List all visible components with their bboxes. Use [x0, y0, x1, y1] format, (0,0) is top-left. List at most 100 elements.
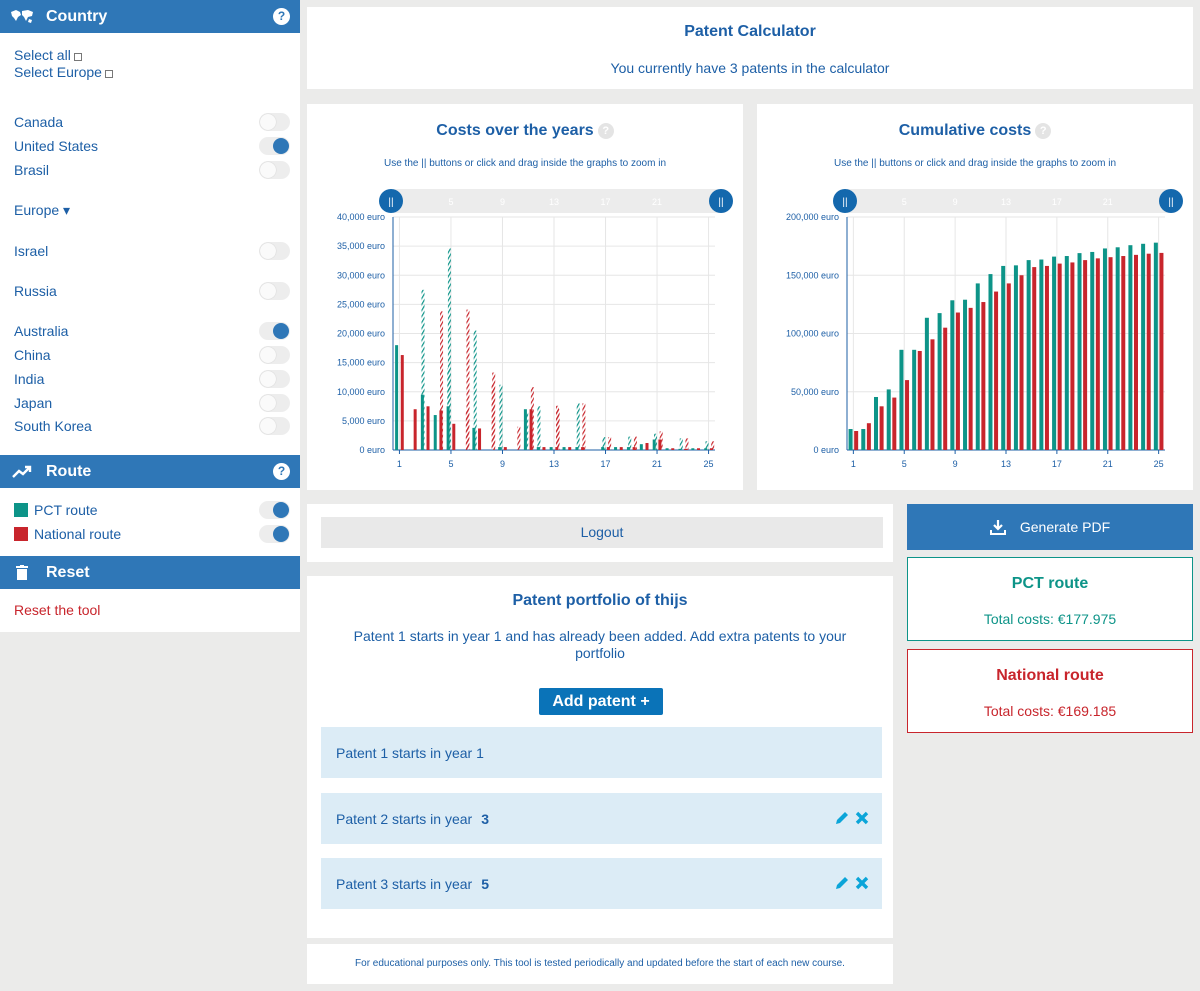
y-tick-label: 20,000 euro — [337, 329, 385, 339]
cumulative-chart[interactable]: 5 9 13 17 21 || || 0 euro 50,000 euro 100,000 eur… — [757, 184, 1193, 484]
country-item-japan[interactable]: Japan — [14, 393, 290, 413]
europe-label: Europe ▾ — [14, 201, 71, 218]
country-item-united-states[interactable]: United States — [14, 136, 290, 156]
generate-pdf-button[interactable]: Generate PDF — [907, 504, 1193, 550]
country-item-israel[interactable]: Israel — [14, 241, 290, 261]
cumulative-help-icon[interactable]: ? — [1035, 122, 1052, 139]
bar — [478, 428, 482, 450]
bar — [653, 433, 657, 450]
bar — [659, 431, 663, 450]
bar — [602, 437, 606, 450]
select-all-row[interactable]: Select all — [14, 45, 290, 65]
x-tick-label: 5 — [902, 459, 907, 469]
zoom-slider-track — [393, 189, 725, 213]
bar — [866, 423, 871, 450]
cumulative-chart-title-row: Cumulative costs? — [757, 122, 1193, 140]
select-all-label: Select all — [14, 47, 71, 63]
select-europe-row[interactable]: Select Europe — [14, 62, 290, 82]
zoom-handle-right-label: || — [1168, 197, 1173, 208]
route-toggle[interactable] — [259, 501, 290, 519]
toggle-knob — [260, 371, 276, 387]
bar — [517, 426, 521, 450]
route-toggle[interactable] — [259, 525, 290, 543]
country-toggle[interactable] — [259, 417, 290, 435]
bar — [943, 327, 948, 450]
slider-tick-label: 5 — [902, 197, 907, 207]
zoom-handle-right-label: || — [718, 197, 723, 208]
bar — [1108, 257, 1113, 450]
route-item-national[interactable]: National route — [14, 524, 290, 544]
country-item-china[interactable]: China — [14, 345, 290, 365]
country-item-india[interactable]: India — [14, 369, 290, 389]
close-icon[interactable] — [854, 810, 870, 829]
x-tick-label: 13 — [549, 459, 559, 469]
country-label: Russia — [14, 283, 57, 299]
country-toggle[interactable] — [259, 161, 290, 179]
country-header-label: Country — [46, 7, 108, 25]
country-item-south-korea[interactable]: South Korea — [14, 416, 290, 436]
y-tick-label: 50,000 euro — [791, 387, 839, 397]
country-toggle[interactable] — [259, 242, 290, 260]
toggle-knob — [260, 243, 276, 259]
logout-button[interactable]: Logout — [321, 517, 883, 548]
country-toggle[interactable] — [259, 137, 290, 155]
patent-label: Patent 1 starts in year 1 — [336, 744, 484, 761]
zoom-handle-right — [1159, 189, 1183, 213]
route-help-icon[interactable]: ? — [273, 463, 290, 480]
sidebar: Country ? Select all Select Europe Canad… — [0, 0, 300, 632]
bar — [930, 339, 935, 450]
reset-link[interactable]: Reset the tool — [14, 600, 290, 620]
select-europe-checkbox[interactable] — [104, 69, 113, 78]
pencil-icon[interactable] — [834, 810, 850, 829]
bar — [975, 283, 980, 450]
page-subtitle: You currently have 3 patents in the calc… — [610, 60, 890, 76]
bar — [628, 436, 632, 450]
bar — [1133, 254, 1138, 450]
bar — [1102, 248, 1107, 450]
toggle-knob — [273, 323, 289, 339]
country-toggle[interactable] — [259, 282, 290, 300]
country-toggle[interactable] — [259, 322, 290, 340]
patent-item: Patent 3 starts in year 5 — [321, 858, 882, 909]
country-toggle[interactable] — [259, 113, 290, 131]
add-patent-button[interactable]: Add patent + — [539, 688, 663, 715]
country-toggle[interactable] — [259, 346, 290, 364]
costs-chart[interactable]: 5 9 13 17 21 || || 0 euro 5,000 euro 10,000 euro 1… — [307, 184, 743, 484]
europe-dropdown[interactable]: Europe ▾ — [14, 200, 290, 220]
page-title: Patent Calculator — [684, 23, 816, 40]
bar — [685, 438, 689, 450]
country-help-icon[interactable]: ? — [273, 8, 290, 25]
portfolio-panel: Patent portfolio of thijs Patent 1 start… — [307, 576, 893, 938]
country-item-russia[interactable]: Russia — [14, 281, 290, 301]
country-item-australia[interactable]: Australia — [14, 321, 290, 341]
bar — [473, 330, 477, 450]
slider-tick-label: 21 — [652, 197, 662, 207]
bar — [421, 289, 425, 450]
slider-tick-label: 17 — [1052, 197, 1062, 207]
close-icon[interactable] — [854, 875, 870, 894]
bar — [1006, 283, 1011, 450]
route-item-pct[interactable]: PCT route — [14, 500, 290, 520]
pct-total-costs: Total costs: €177.975 — [983, 611, 1117, 627]
bar — [433, 415, 437, 450]
bar — [537, 406, 541, 450]
country-item-brasil[interactable]: Brasil — [14, 160, 290, 180]
country-item-canada[interactable]: Canada — [14, 112, 290, 132]
bar — [568, 447, 572, 450]
toggle-knob — [260, 283, 276, 299]
bar — [633, 436, 637, 450]
zoom-slider-track — [847, 189, 1175, 213]
y-tick-label: 0 euro — [813, 445, 839, 455]
country-label: United States — [14, 138, 99, 154]
x-tick-label: 9 — [500, 459, 505, 469]
bar — [697, 448, 701, 450]
pencil-icon[interactable] — [834, 875, 850, 894]
footer-panel: For educational purposes only. This tool… — [307, 944, 893, 984]
toggle-knob — [273, 526, 289, 542]
costs-help-icon[interactable]: ? — [597, 122, 614, 139]
country-toggle[interactable] — [259, 394, 290, 412]
select-all-checkbox[interactable] — [73, 52, 82, 61]
country-toggle[interactable] — [259, 370, 290, 388]
x-tick-label: 9 — [953, 459, 958, 469]
slider-tick-label: 13 — [549, 197, 559, 207]
